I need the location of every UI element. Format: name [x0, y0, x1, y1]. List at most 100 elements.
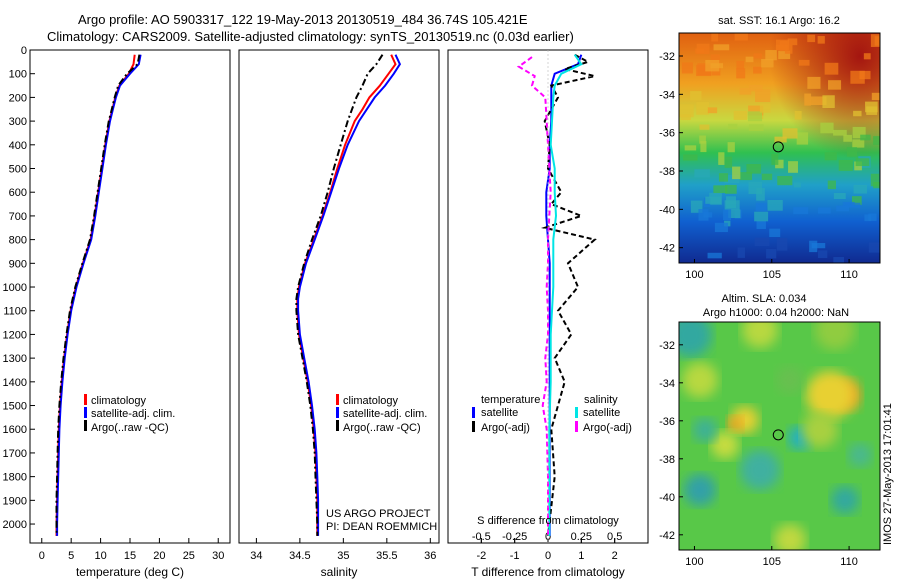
depth-tick-label: 1400	[3, 377, 27, 389]
header-line1: Argo profile: AO 5903317_122 19-May-2013…	[78, 12, 528, 27]
sst-cell	[728, 123, 738, 130]
legend-swatch-argo	[336, 420, 339, 431]
x-tick-label: 0.5	[607, 531, 622, 543]
sst-map-frame	[678, 32, 881, 264]
sst-cell	[807, 76, 821, 89]
depth-tick-label: 1600	[3, 424, 27, 436]
sla-map: Altim. SLA: 0.034 Argo h1000: 0.04 h2000…	[659, 293, 881, 568]
sla-anomaly	[684, 474, 716, 506]
map-y-tick-label: -42	[659, 243, 675, 255]
difference-x-axis: -2 -1 0 1 2 -0.5 -0.25 0 0.25 0.5	[472, 531, 622, 562]
sst-cell	[833, 129, 847, 136]
sst-cell	[707, 252, 722, 259]
sst-cell	[817, 250, 828, 259]
sst-cell	[778, 50, 791, 60]
x-tick-label: 20	[153, 550, 165, 562]
legend-swatch-satellite	[336, 407, 339, 418]
sla-anomaly	[679, 322, 712, 357]
x-tick-label: 2	[612, 550, 618, 562]
sst-cell	[810, 96, 827, 106]
sst-cell	[737, 247, 745, 258]
series-line-satellite-adj-clim-	[297, 54, 402, 536]
sst-cell	[833, 192, 846, 200]
sst-cell	[798, 59, 810, 66]
sst-cell	[683, 154, 698, 161]
x-tick-label: 1	[578, 550, 584, 562]
sst-map-axes: 100 105 110 -32 -34 -36 -38 -40 -42	[659, 51, 858, 281]
sla-anomaly	[802, 412, 838, 448]
sst-cell	[710, 54, 720, 64]
sst-field	[679, 33, 880, 263]
sst-cell	[774, 136, 787, 143]
sla-anomaly	[776, 366, 804, 394]
difference-profiles	[516, 50, 597, 543]
map-x-tick-label: 110	[840, 556, 858, 568]
sla-map-frame	[678, 321, 881, 551]
legend-swatch-climatology	[336, 394, 339, 405]
sst-cell	[705, 196, 721, 204]
sst-cell	[748, 124, 764, 131]
map-y-tick-label: -32	[659, 51, 675, 63]
project-line2: PI: DEAN ROEMMICH	[326, 521, 437, 533]
difference-xlabel: T difference from climatology	[471, 565, 625, 579]
map-y-tick-label: -32	[659, 340, 675, 352]
x-tick-label: 5	[68, 550, 74, 562]
legend-swatch-s-satellite	[575, 407, 578, 418]
sst-cell	[833, 257, 845, 263]
sst-cell	[707, 107, 718, 114]
sst-cell	[723, 209, 732, 221]
sla-anomaly	[727, 416, 743, 432]
sst-cell	[828, 80, 842, 90]
sst-cell	[827, 180, 836, 190]
sst-cell	[753, 66, 762, 74]
timestamp-stamp: IMOS 27-May-2013 17:01:41	[882, 403, 894, 545]
sst-cell	[846, 147, 858, 157]
sla-anomaly	[806, 371, 854, 419]
sst-cell	[766, 248, 777, 259]
salinity-panel: 34 34.5 35 35.5 36 salinity climatology sate…	[238, 49, 440, 579]
sla-anomalies	[679, 322, 872, 550]
legend-swatch-s-argo	[575, 421, 578, 432]
sla-anomaly	[848, 443, 872, 467]
salinity-xlabel: salinity	[321, 565, 358, 579]
sst-cell	[736, 60, 745, 70]
legend-label-s-argo: Argo(-adj)	[583, 422, 632, 434]
x-tick-label: 0	[39, 550, 45, 562]
sst-cell	[817, 36, 825, 44]
sst-cell	[695, 48, 705, 54]
sst-cell	[713, 44, 730, 51]
legend-header-salinity: salinity	[584, 394, 618, 406]
depth-tick-label: 900	[9, 258, 27, 270]
legend-swatch-climatology	[84, 394, 87, 405]
x-tick-label: 35	[337, 550, 349, 562]
sst-cell	[724, 156, 733, 168]
sst-cell	[755, 202, 767, 212]
sst-map: sat. SST: 16.1 Argo: 16.2 100 105 110 -32 -3…	[659, 15, 881, 281]
sst-cell	[761, 58, 774, 68]
sst-cell	[754, 237, 770, 247]
series-line-argo-raw-qc-	[55, 54, 141, 536]
sla-anomaly	[693, 418, 717, 442]
sla-anomaly	[774, 524, 806, 550]
sst-cell	[728, 209, 741, 219]
x-tick-label: 35.5	[376, 550, 397, 562]
sst-cell	[753, 53, 762, 59]
sst-cell	[754, 211, 769, 222]
depth-tick-label: 1300	[3, 353, 27, 365]
sst-cell	[853, 110, 862, 117]
series-line-argo-raw-qc-	[295, 54, 384, 536]
sst-cell	[710, 63, 724, 69]
series-line-temperature-argo-adj-	[540, 53, 597, 537]
sst-cell	[863, 53, 871, 60]
argo-location-marker	[772, 429, 784, 441]
map-y-tick-label: -34	[659, 378, 675, 390]
sst-cell	[694, 169, 710, 178]
depth-tick-label: 1100	[3, 306, 27, 318]
depth-tick-label: 0	[21, 45, 27, 57]
sst-cell	[787, 38, 798, 46]
depth-tick-label: 1200	[3, 329, 27, 341]
sst-cell	[807, 34, 816, 43]
sla-anomaly	[711, 431, 739, 459]
depth-tick-label: 1500	[3, 401, 27, 413]
